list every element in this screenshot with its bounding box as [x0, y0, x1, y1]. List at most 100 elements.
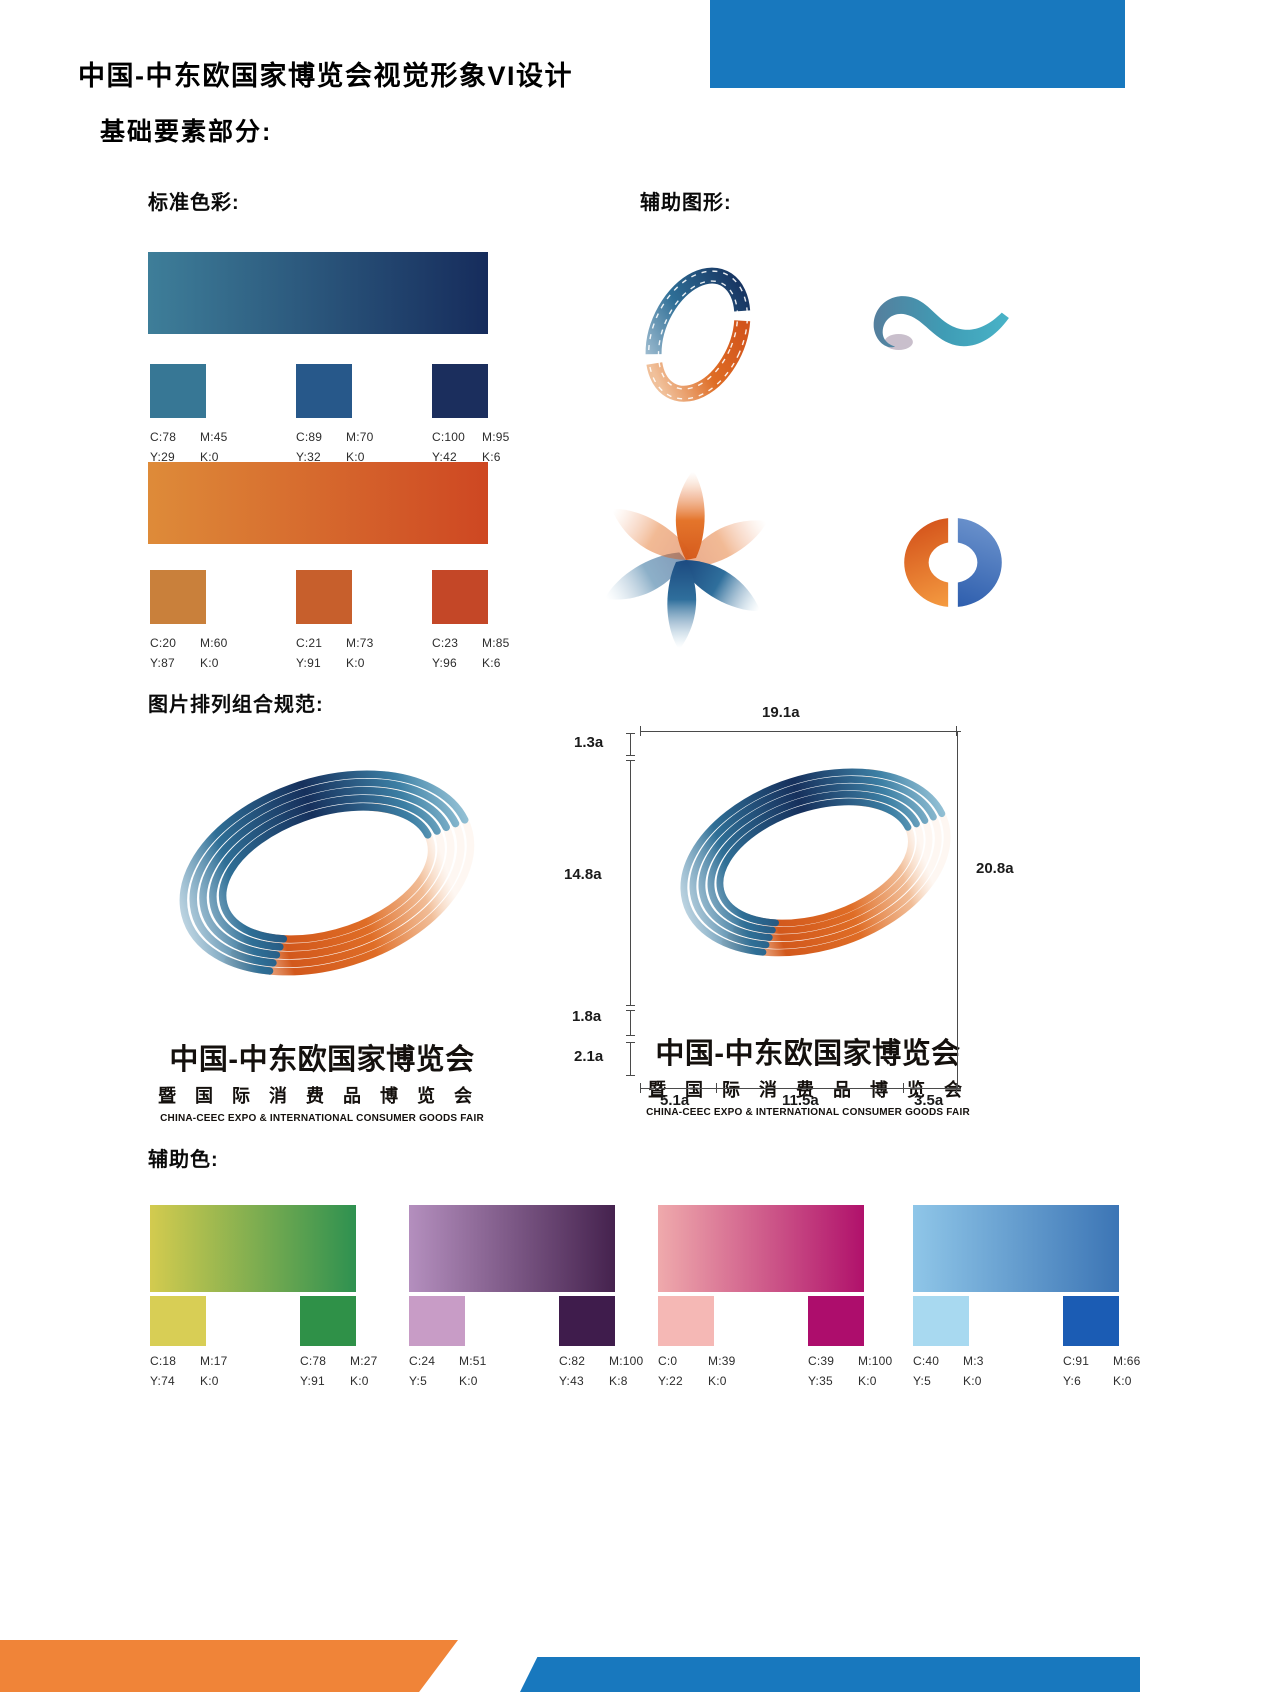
dim-total-height: 20.8a — [976, 860, 1014, 877]
swatch-group-aux-4a: C:40 M:3 Y:5 K:0 — [913, 1296, 1043, 1388]
aux-gradient-bar-blue — [913, 1205, 1119, 1292]
swatch-group-aux-3b: C:39 M:100 Y:35 K:0 — [808, 1296, 938, 1388]
dim-line — [630, 733, 631, 756]
cmyk-m: M:70 — [346, 430, 374, 444]
logo-name-cn: 中国-中东欧国家博览会 — [655, 1038, 961, 1070]
cmyk-m: M:51 — [459, 1354, 487, 1368]
cmyk-values: C:18 M:17 Y:74 K:0 — [150, 1354, 280, 1388]
wave-ribbon-motif-icon — [873, 296, 1009, 350]
aux-gradient-bar-pink — [658, 1205, 864, 1292]
dim-gap-text1: 1.8a — [572, 1008, 602, 1025]
cmyk-values: C:24 M:51 Y:5 K:0 — [409, 1354, 539, 1388]
cmyk-k: K:0 — [200, 1374, 219, 1388]
cmyk-c: C:82 — [559, 1354, 586, 1368]
cmyk-y: Y:43 — [559, 1374, 584, 1388]
dim-tick — [626, 1075, 635, 1076]
cmyk-values: C:82 M:100 Y:43 K:8 — [559, 1354, 689, 1388]
dim-bottom-middle: 11.5a — [782, 1092, 819, 1109]
dim-graphic-height: 14.8a — [564, 866, 602, 883]
cmyk-y: Y:6 — [1063, 1374, 1081, 1388]
swatch-group-orange-3: C:23 M:85 Y:96 K:6 — [432, 570, 562, 670]
cmyk-values: C:100 M:95 Y:42 K:6 — [432, 430, 562, 464]
primary-blue-gradient-bar — [148, 252, 488, 334]
dim-line — [630, 1010, 631, 1036]
color-swatch — [1063, 1296, 1119, 1346]
dim-tick — [626, 755, 635, 756]
dim-tick — [626, 1042, 635, 1043]
standard-colors-heading: 标准色彩: — [148, 192, 240, 214]
dim-tick — [903, 1083, 904, 1093]
cmyk-y: Y:35 — [808, 1374, 833, 1388]
ring-motif-icon — [645, 267, 751, 402]
cmyk-values: C:0 M:39 Y:22 K:0 — [658, 1354, 788, 1388]
layout-spec-heading: 图片排列组合规范: — [148, 694, 324, 716]
cmyk-y: Y:87 — [150, 656, 175, 670]
top-decor-bar — [710, 0, 1125, 88]
color-swatch — [432, 364, 488, 418]
cmyk-k: K:0 — [858, 1374, 877, 1388]
cmyk-values: C:39 M:100 Y:35 K:0 — [808, 1354, 938, 1388]
color-swatch — [296, 364, 352, 418]
dim-line — [640, 1088, 957, 1089]
cmyk-m: M:17 — [200, 1354, 228, 1368]
cmyk-m: M:95 — [482, 430, 510, 444]
cmyk-c: C:21 — [296, 636, 323, 650]
cmyk-k: K:0 — [459, 1374, 478, 1388]
swatch-group-blue-3: C:100 M:95 Y:42 K:6 — [432, 364, 562, 464]
cmyk-y: Y:32 — [296, 450, 321, 464]
aux-graphics-heading: 辅助图形: — [640, 192, 732, 214]
dim-offset-top: 1.3a — [574, 734, 604, 751]
cmyk-c: C:89 — [296, 430, 323, 444]
cmyk-k: K:8 — [609, 1374, 628, 1388]
page-subtitle: 基础要素部分: — [100, 118, 273, 146]
cmyk-values: C:78 M:45 Y:29 K:0 — [150, 430, 280, 464]
cmyk-y: Y:5 — [913, 1374, 931, 1388]
dim-bottom-right: 3.5a — [914, 1092, 944, 1109]
logo-name-en: CHINA-CEEC EXPO & INTERNATIONAL CONSUMER… — [646, 1107, 970, 1118]
cmyk-m: M:100 — [609, 1354, 644, 1368]
swatch-group-blue-2: C:89 M:70 Y:32 K:0 — [296, 364, 426, 464]
cmyk-k: K:6 — [482, 450, 501, 464]
cmyk-c: C:20 — [150, 636, 177, 650]
cmyk-c: C:24 — [409, 1354, 436, 1368]
cmyk-c: C:40 — [913, 1354, 940, 1368]
cmyk-values: C:78 M:27 Y:91 K:0 — [300, 1354, 430, 1388]
color-swatch — [432, 570, 488, 624]
dim-gap-text2: 2.1a — [574, 1048, 604, 1065]
cmyk-m: M:39 — [708, 1354, 736, 1368]
dim-tick — [626, 733, 635, 734]
dim-tick — [956, 1083, 957, 1093]
cmyk-values: C:40 M:3 Y:5 K:0 — [913, 1354, 1043, 1388]
page-title: 中国-中东欧国家博览会视觉形象VI设计 — [78, 61, 574, 91]
dim-tick — [640, 1083, 641, 1093]
aux-gradient-bar-purple — [409, 1205, 615, 1292]
split-ring-motif-icon — [904, 518, 1002, 607]
dim-line — [640, 731, 957, 732]
swatch-group-orange-2: C:21 M:73 Y:91 K:0 — [296, 570, 426, 670]
cmyk-m: M:27 — [350, 1354, 378, 1368]
dim-tick — [626, 1035, 635, 1036]
logo-subname-cn: 暨国际消费品博览会 — [648, 1080, 981, 1100]
swatch-group-aux-2b: C:82 M:100 Y:43 K:8 — [559, 1296, 689, 1388]
cmyk-c: C:78 — [300, 1354, 327, 1368]
cmyk-k: K:0 — [708, 1374, 727, 1388]
cmyk-c: C:39 — [808, 1354, 835, 1368]
dim-line — [630, 1042, 631, 1076]
dim-top-width: 19.1a — [762, 704, 800, 721]
swatch-group-blue-1: C:78 M:45 Y:29 K:0 — [150, 364, 280, 464]
cmyk-c: C:100 — [432, 430, 466, 444]
cmyk-m: M:3 — [963, 1354, 984, 1368]
cmyk-values: C:20 M:60 Y:87 K:0 — [150, 636, 280, 670]
cmyk-values: C:91 M:66 Y:6 K:0 — [1063, 1354, 1193, 1388]
logo-name-en: CHINA-CEEC EXPO & INTERNATIONAL CONSUMER… — [160, 1113, 484, 1124]
aux-colors-heading: 辅助色: — [148, 1149, 219, 1171]
dim-line — [630, 760, 631, 1006]
color-swatch — [150, 364, 206, 418]
logo-subname-cn: 暨国际消费品博览会 — [158, 1086, 491, 1106]
expo-logo-wordmark: 中国-中东欧国家博览会 暨国际消费品博览会 CHINA-CEEC EXPO & … — [150, 1036, 494, 1124]
swatch-group-aux-4b: C:91 M:66 Y:6 K:0 — [1063, 1296, 1193, 1388]
swatch-group-aux-1b: C:78 M:27 Y:91 K:0 — [300, 1296, 430, 1388]
aux-gradient-bar-green — [150, 1205, 356, 1292]
color-swatch — [300, 1296, 356, 1346]
